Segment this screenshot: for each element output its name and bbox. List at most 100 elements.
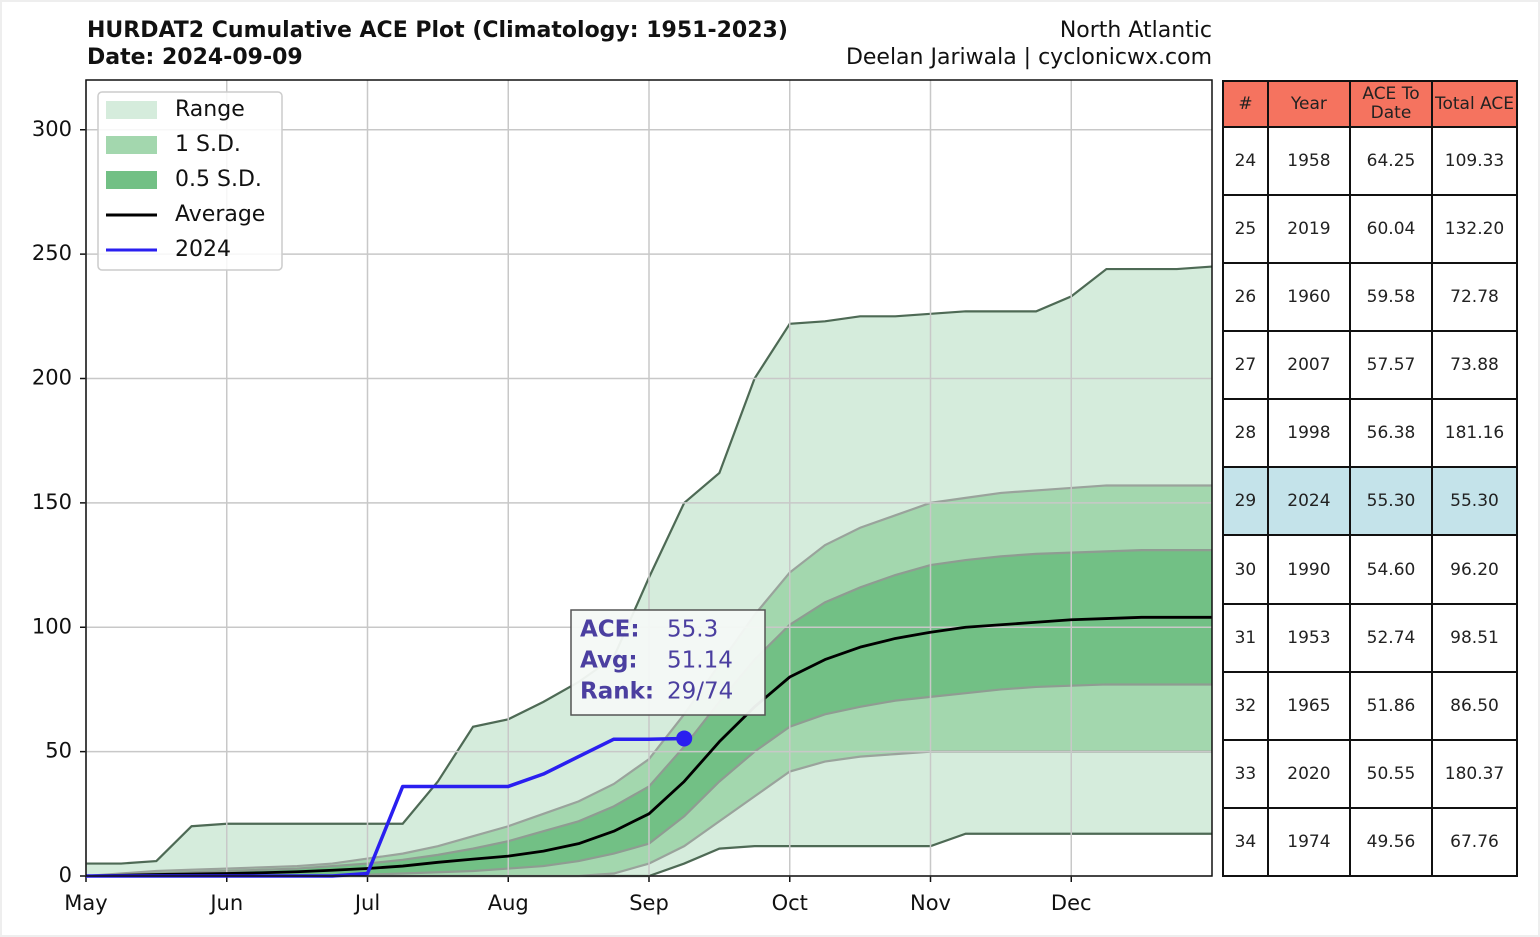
annotation-value: 55.3 bbox=[667, 617, 718, 643]
x-tick-label: May bbox=[64, 891, 107, 915]
table-cell: 55.30 bbox=[1431, 466, 1518, 537]
y-tick-label: 250 bbox=[32, 241, 72, 265]
table-cell: 86.50 bbox=[1431, 670, 1518, 741]
legend-label: 1 S.D. bbox=[175, 132, 241, 157]
y-tick-label: 0 bbox=[59, 863, 72, 887]
legend-label: Average bbox=[175, 202, 265, 227]
table-cell: 1965 bbox=[1266, 670, 1351, 741]
table-cell: 28 bbox=[1222, 398, 1269, 469]
table-row: 31 1953 52.74 98.51 bbox=[1222, 602, 1518, 673]
annotation-label: Rank: bbox=[580, 679, 654, 705]
table-cell: 56.38 bbox=[1348, 398, 1434, 469]
table-row: 32 1965 51.86 86.50 bbox=[1222, 670, 1518, 741]
table-cell: 54.60 bbox=[1348, 534, 1434, 605]
table-cell: 72.78 bbox=[1431, 262, 1518, 333]
x-tick-label: Jul bbox=[353, 891, 380, 915]
annotation-label: Avg: bbox=[580, 648, 638, 674]
table-row: 30 1990 54.60 96.20 bbox=[1222, 534, 1518, 605]
annotation-value: 51.14 bbox=[667, 648, 733, 674]
region: North Atlantic bbox=[1060, 18, 1212, 43]
current-point bbox=[676, 730, 693, 747]
table-cell: 1990 bbox=[1266, 534, 1351, 605]
line bbox=[85, 615, 1212, 878]
table-cell: 1960 bbox=[1266, 262, 1351, 333]
table-cell: 49.56 bbox=[1348, 806, 1434, 878]
table-cell: 2019 bbox=[1266, 194, 1351, 265]
x-tick-label: Nov bbox=[910, 891, 951, 915]
table-cell: 31 bbox=[1222, 602, 1269, 673]
legend-label: 0.5 S.D. bbox=[175, 167, 262, 192]
table-cell: 1974 bbox=[1266, 806, 1351, 878]
table-cell: 52.74 bbox=[1348, 602, 1434, 673]
plot-area: 0 50 100 150 200 250 300 May Jun Jul Aug Sep Oct Nov D… bbox=[32, 79, 1213, 915]
table-cell: 34 bbox=[1222, 806, 1269, 878]
table-row: 33 2020 50.55 180.37 bbox=[1222, 738, 1518, 809]
credit: Deelan Jariwala | cyclonicwx.com bbox=[846, 45, 1212, 70]
table-cell: 55.30 bbox=[1348, 466, 1434, 537]
table-cell: 60.04 bbox=[1348, 194, 1434, 265]
table-cell: 67.76 bbox=[1431, 806, 1518, 878]
table-row: 29 2024 55.30 55.30 bbox=[1222, 466, 1518, 537]
table-cell: 33 bbox=[1222, 738, 1269, 809]
table-cell: 32 bbox=[1222, 670, 1269, 741]
table-header: # bbox=[1222, 80, 1269, 128]
table-cell: 98.51 bbox=[1431, 602, 1518, 673]
legend-label: Range bbox=[175, 97, 245, 122]
table-cell: 59.58 bbox=[1348, 262, 1434, 333]
table-cell: 26 bbox=[1222, 262, 1269, 333]
table-row: 25 2019 60.04 132.20 bbox=[1222, 194, 1518, 265]
table-cell: 25 bbox=[1222, 194, 1269, 265]
table-row: 27 2007 57.57 73.88 bbox=[1222, 330, 1518, 401]
ranking-table: # Year ACE To Date Total ACE 24 1958 64.25 109.… bbox=[1222, 80, 1518, 878]
annotation-box bbox=[570, 609, 766, 716]
table-cell: 30 bbox=[1222, 534, 1269, 605]
table-cell: 51.86 bbox=[1348, 670, 1434, 741]
table-cell: 1953 bbox=[1266, 602, 1351, 673]
x-tick-label: Sep bbox=[629, 891, 669, 915]
y-tick-label: 200 bbox=[32, 366, 72, 390]
table-cell: 181.16 bbox=[1431, 398, 1518, 469]
table-header: Year bbox=[1266, 80, 1351, 128]
table-row: 28 1998 56.38 181.16 bbox=[1222, 398, 1518, 469]
x-tick-label: Jun bbox=[208, 891, 243, 915]
table-cell: 29 bbox=[1222, 466, 1269, 537]
annotation-label: ACE: bbox=[580, 617, 640, 643]
table-cell: 1958 bbox=[1266, 125, 1351, 197]
y-tick-label: 50 bbox=[45, 739, 72, 763]
table-row: 24 1958 64.25 109.33 bbox=[1222, 125, 1518, 197]
y-tick-label: 300 bbox=[32, 117, 72, 141]
table-cell: 73.88 bbox=[1431, 330, 1518, 401]
y-tick-label: 100 bbox=[32, 614, 72, 638]
legend-swatch bbox=[106, 171, 157, 189]
chart-subtitle: Date: 2024-09-09 bbox=[87, 45, 303, 70]
plot-border bbox=[85, 79, 1213, 877]
x-tick-label: Oct bbox=[772, 891, 808, 915]
table-cell: 27 bbox=[1222, 330, 1269, 401]
table-cell: 57.57 bbox=[1348, 330, 1434, 401]
legend-swatch bbox=[106, 136, 157, 154]
table-cell: 132.20 bbox=[1431, 194, 1518, 265]
table-cell: 1998 bbox=[1266, 398, 1351, 469]
table-header: Total ACE bbox=[1431, 80, 1518, 128]
table-cell: 50.55 bbox=[1348, 738, 1434, 809]
table-cell: 64.25 bbox=[1348, 125, 1434, 197]
table-cell: 2007 bbox=[1266, 330, 1351, 401]
table-cell: 96.20 bbox=[1431, 534, 1518, 605]
table-cell: 109.33 bbox=[1431, 125, 1518, 197]
x-tick-label: Aug bbox=[488, 891, 529, 915]
table-header: ACE To Date bbox=[1348, 80, 1434, 128]
table-row: 34 1974 49.56 67.76 bbox=[1222, 806, 1518, 878]
table-cell: 24 bbox=[1222, 125, 1269, 197]
table-row: 26 1960 59.58 72.78 bbox=[1222, 262, 1518, 333]
annotation-value: 29/74 bbox=[667, 679, 733, 705]
chart-title: HURDAT2 Cumulative ACE Plot (Climatology… bbox=[87, 18, 788, 43]
x-tick-label: Dec bbox=[1051, 891, 1092, 915]
table-cell: 180.37 bbox=[1431, 738, 1518, 809]
table-cell: 2020 bbox=[1266, 738, 1351, 809]
y-tick-label: 150 bbox=[32, 490, 72, 514]
table-cell: 2024 bbox=[1266, 466, 1351, 537]
legend-label: 2024 bbox=[175, 237, 231, 262]
